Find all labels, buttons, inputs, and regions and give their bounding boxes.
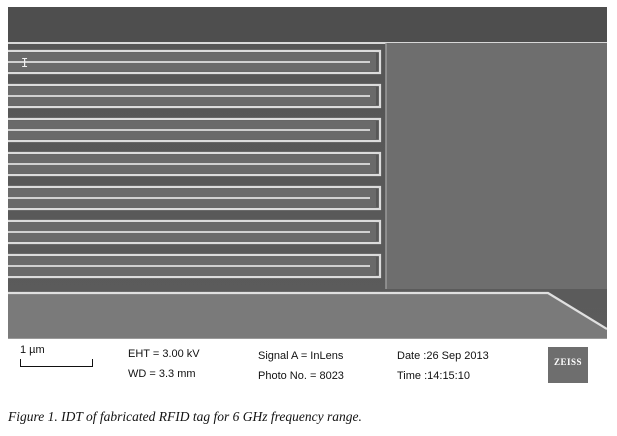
- date-value: Date :26 Sep 2013: [397, 350, 489, 362]
- sem-micrograph-frame: I 1 µm EHT = 3.00 kV WD = 3.3 mm Signal …: [8, 7, 607, 393]
- zeiss-logo: ZEISS: [548, 347, 588, 383]
- top-bus-bar: [8, 7, 607, 43]
- photo-number: Photo No. = 8023: [258, 370, 344, 382]
- electrode-loop: [8, 253, 382, 279]
- sem-micrograph: [8, 7, 607, 338]
- signal-value: Signal A = InLens: [258, 350, 344, 362]
- electrode-loop: [8, 49, 382, 75]
- idt-electrodes: [8, 49, 382, 279]
- electrode-loop: [8, 151, 382, 177]
- electrode-loop: [8, 185, 382, 211]
- text-cursor-icon: I: [21, 56, 29, 70]
- right-contact-pad: [386, 43, 607, 289]
- zeiss-logo-text: ZEISS: [553, 357, 583, 367]
- sem-data-bar: 1 µm EHT = 3.00 kV WD = 3.3 mm Signal A …: [8, 338, 607, 393]
- electrode-loop: [8, 219, 382, 245]
- bottom-bus-bar: [8, 293, 607, 338]
- figure-caption: Figure 1. IDT of fabricated RFID tag for…: [8, 409, 362, 424]
- scale-label: 1 µm: [20, 344, 45, 356]
- time-value: Time :14:15:10: [397, 370, 470, 382]
- wd-value: WD = 3.3 mm: [128, 368, 196, 380]
- eht-value: EHT = 3.00 kV: [128, 348, 200, 360]
- scale-bar: [20, 359, 93, 367]
- electrode-loop: [8, 83, 382, 109]
- electrode-loop: [8, 117, 382, 143]
